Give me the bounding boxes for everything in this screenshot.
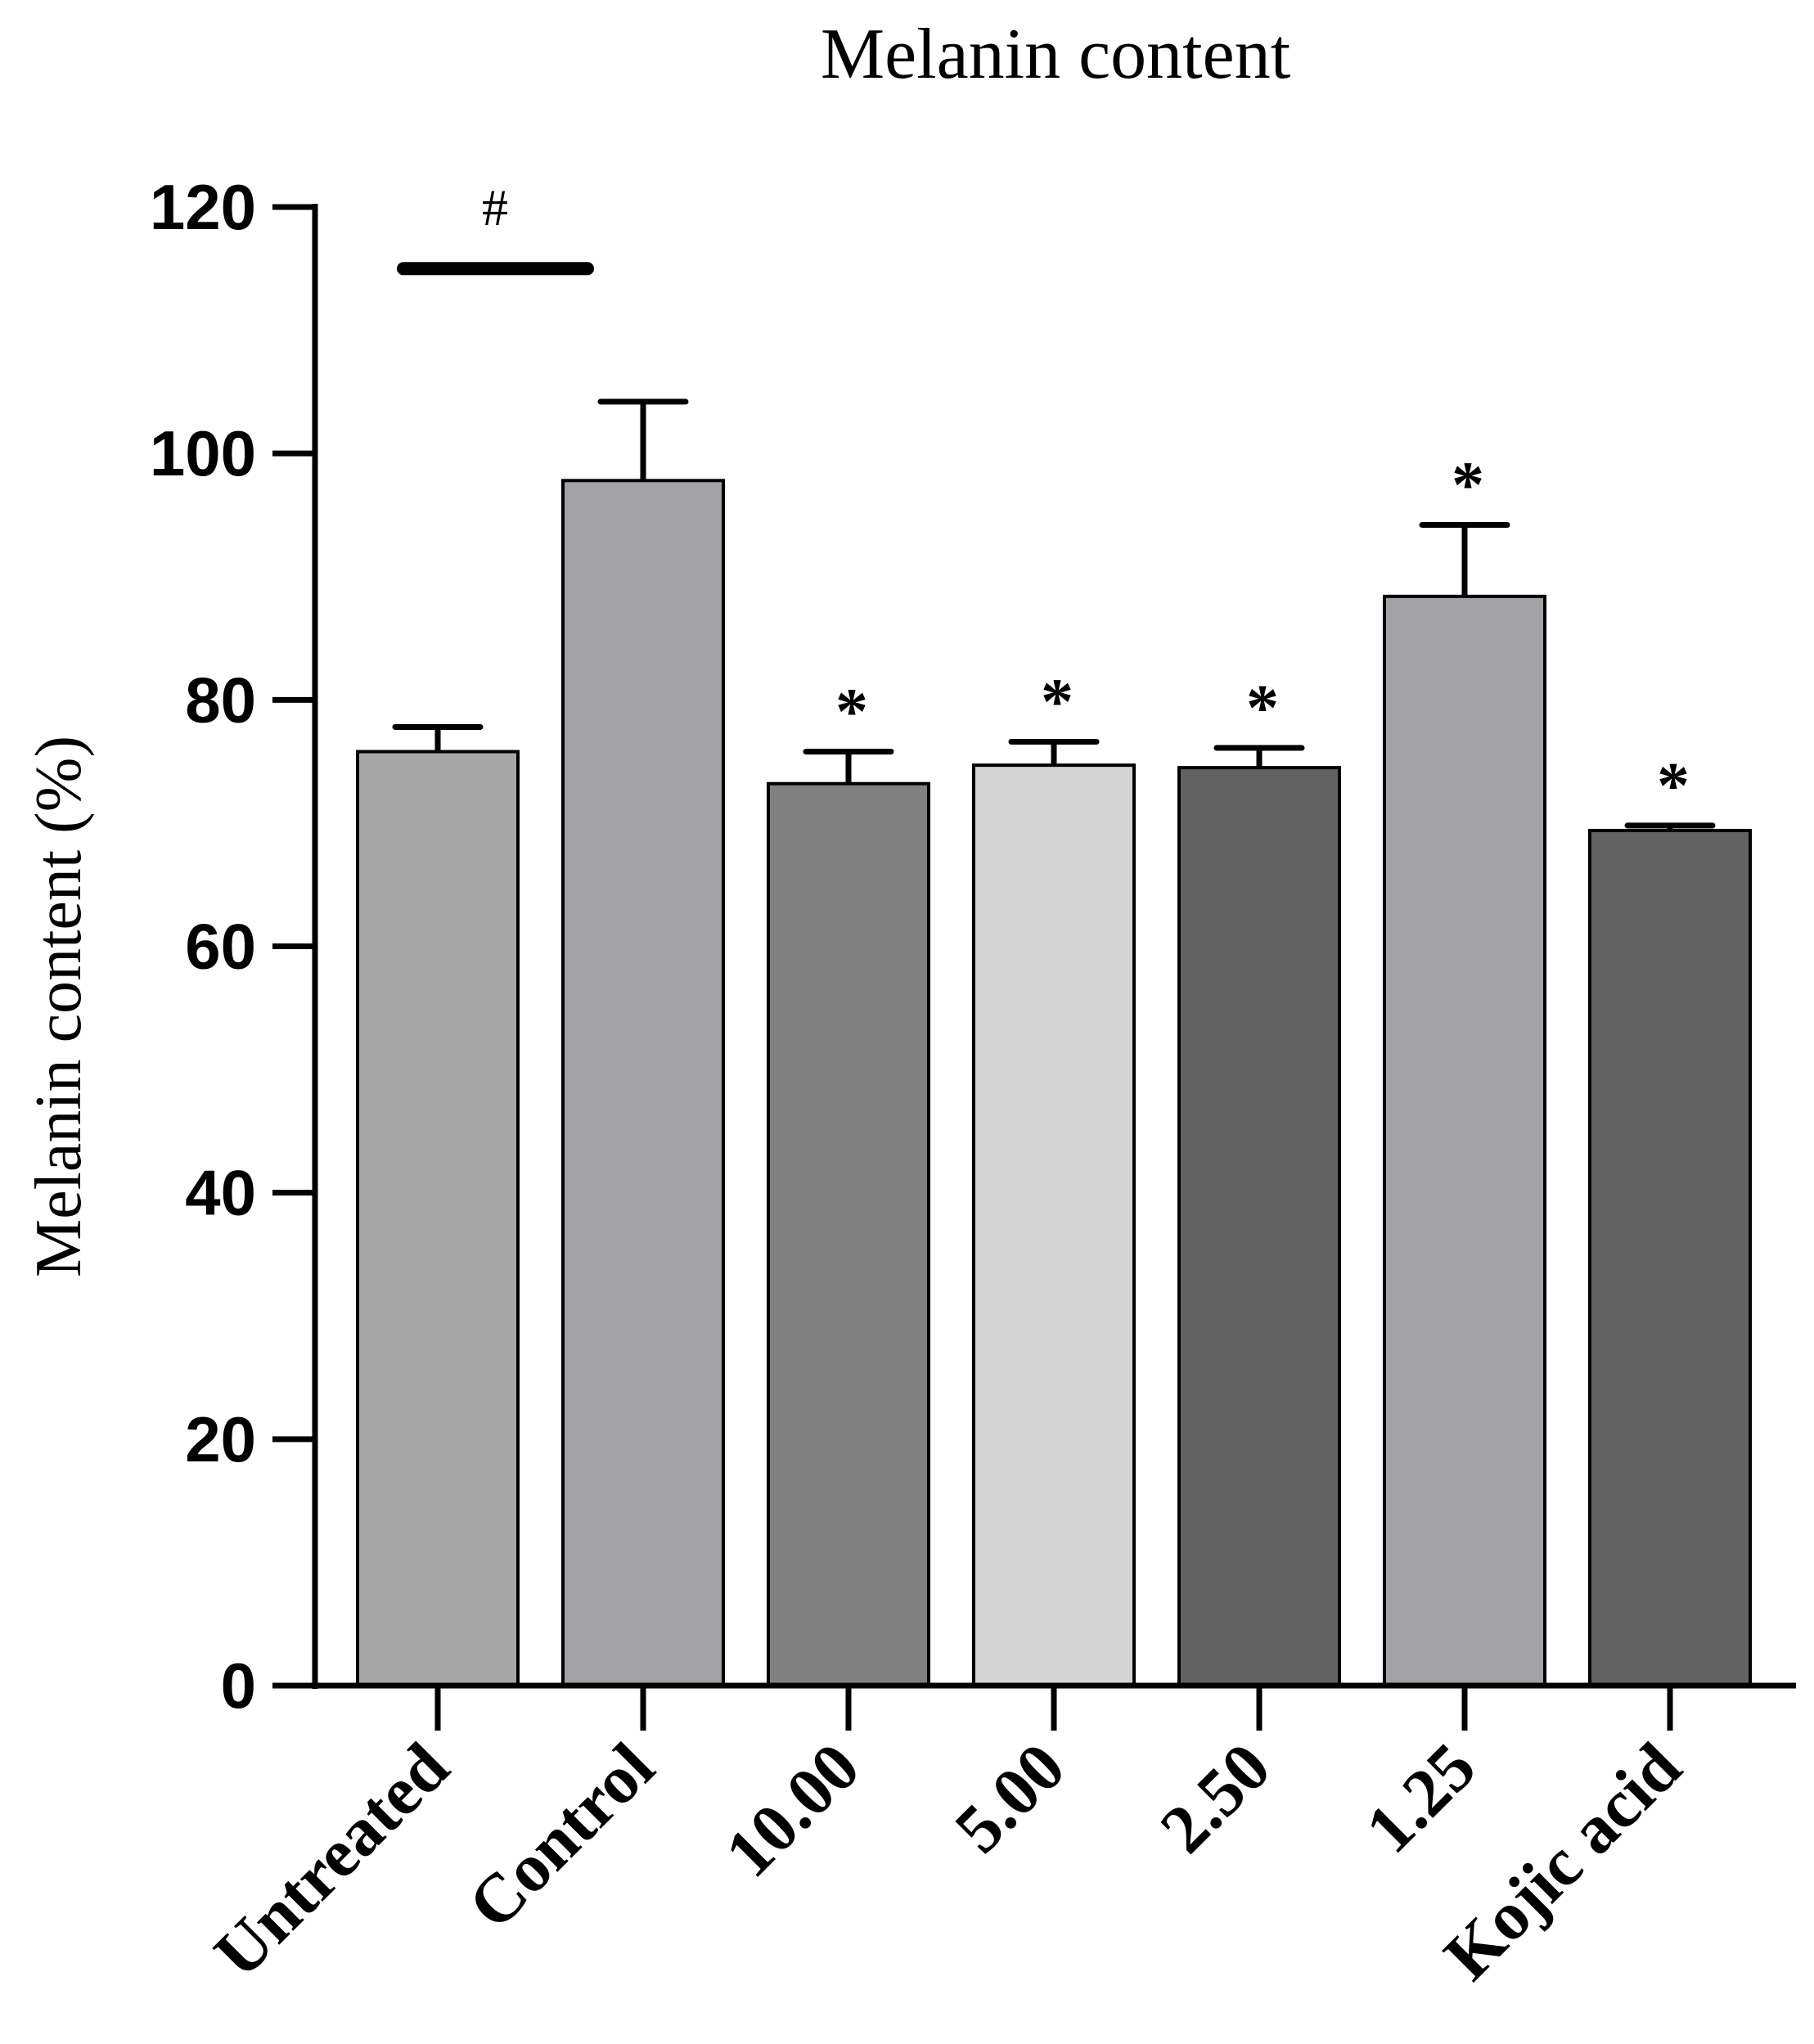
significance-marker: *: [1452, 450, 1484, 522]
bar: [1177, 766, 1341, 1687]
bar: [561, 479, 725, 1687]
y-tick-label: 80: [185, 664, 256, 736]
x-tick-label: 1.25: [1352, 1729, 1491, 1868]
x-tick-label: 5.00: [941, 1729, 1080, 1868]
y-axis-label: Melanin content (%): [23, 736, 95, 1277]
y-tick-label: 120: [150, 171, 256, 243]
significance-marker: *: [1041, 667, 1074, 739]
bar: [1383, 594, 1546, 1687]
x-tick-label: Control: [454, 1729, 669, 1944]
significance-marker: *: [1246, 673, 1279, 745]
bar: [972, 763, 1136, 1688]
bar: [767, 781, 930, 1687]
x-tick-label: 2.50: [1146, 1729, 1285, 1868]
y-tick-label: 20: [185, 1403, 256, 1475]
bar: [356, 750, 520, 1687]
y-tick-label: 100: [150, 417, 256, 489]
significance-marker: *: [1657, 750, 1690, 822]
x-tick-label: 10.00: [711, 1729, 874, 1892]
significance-marker: *: [835, 677, 868, 749]
bar: [1588, 828, 1752, 1687]
y-tick-label: 0: [221, 1650, 256, 1722]
x-tick-label: Untreated: [200, 1729, 463, 1992]
comparison-symbol: #: [482, 178, 508, 236]
chart-title: Melanin content: [821, 15, 1290, 94]
y-tick-label: 60: [185, 911, 256, 983]
y-tick-label: 40: [185, 1157, 256, 1229]
